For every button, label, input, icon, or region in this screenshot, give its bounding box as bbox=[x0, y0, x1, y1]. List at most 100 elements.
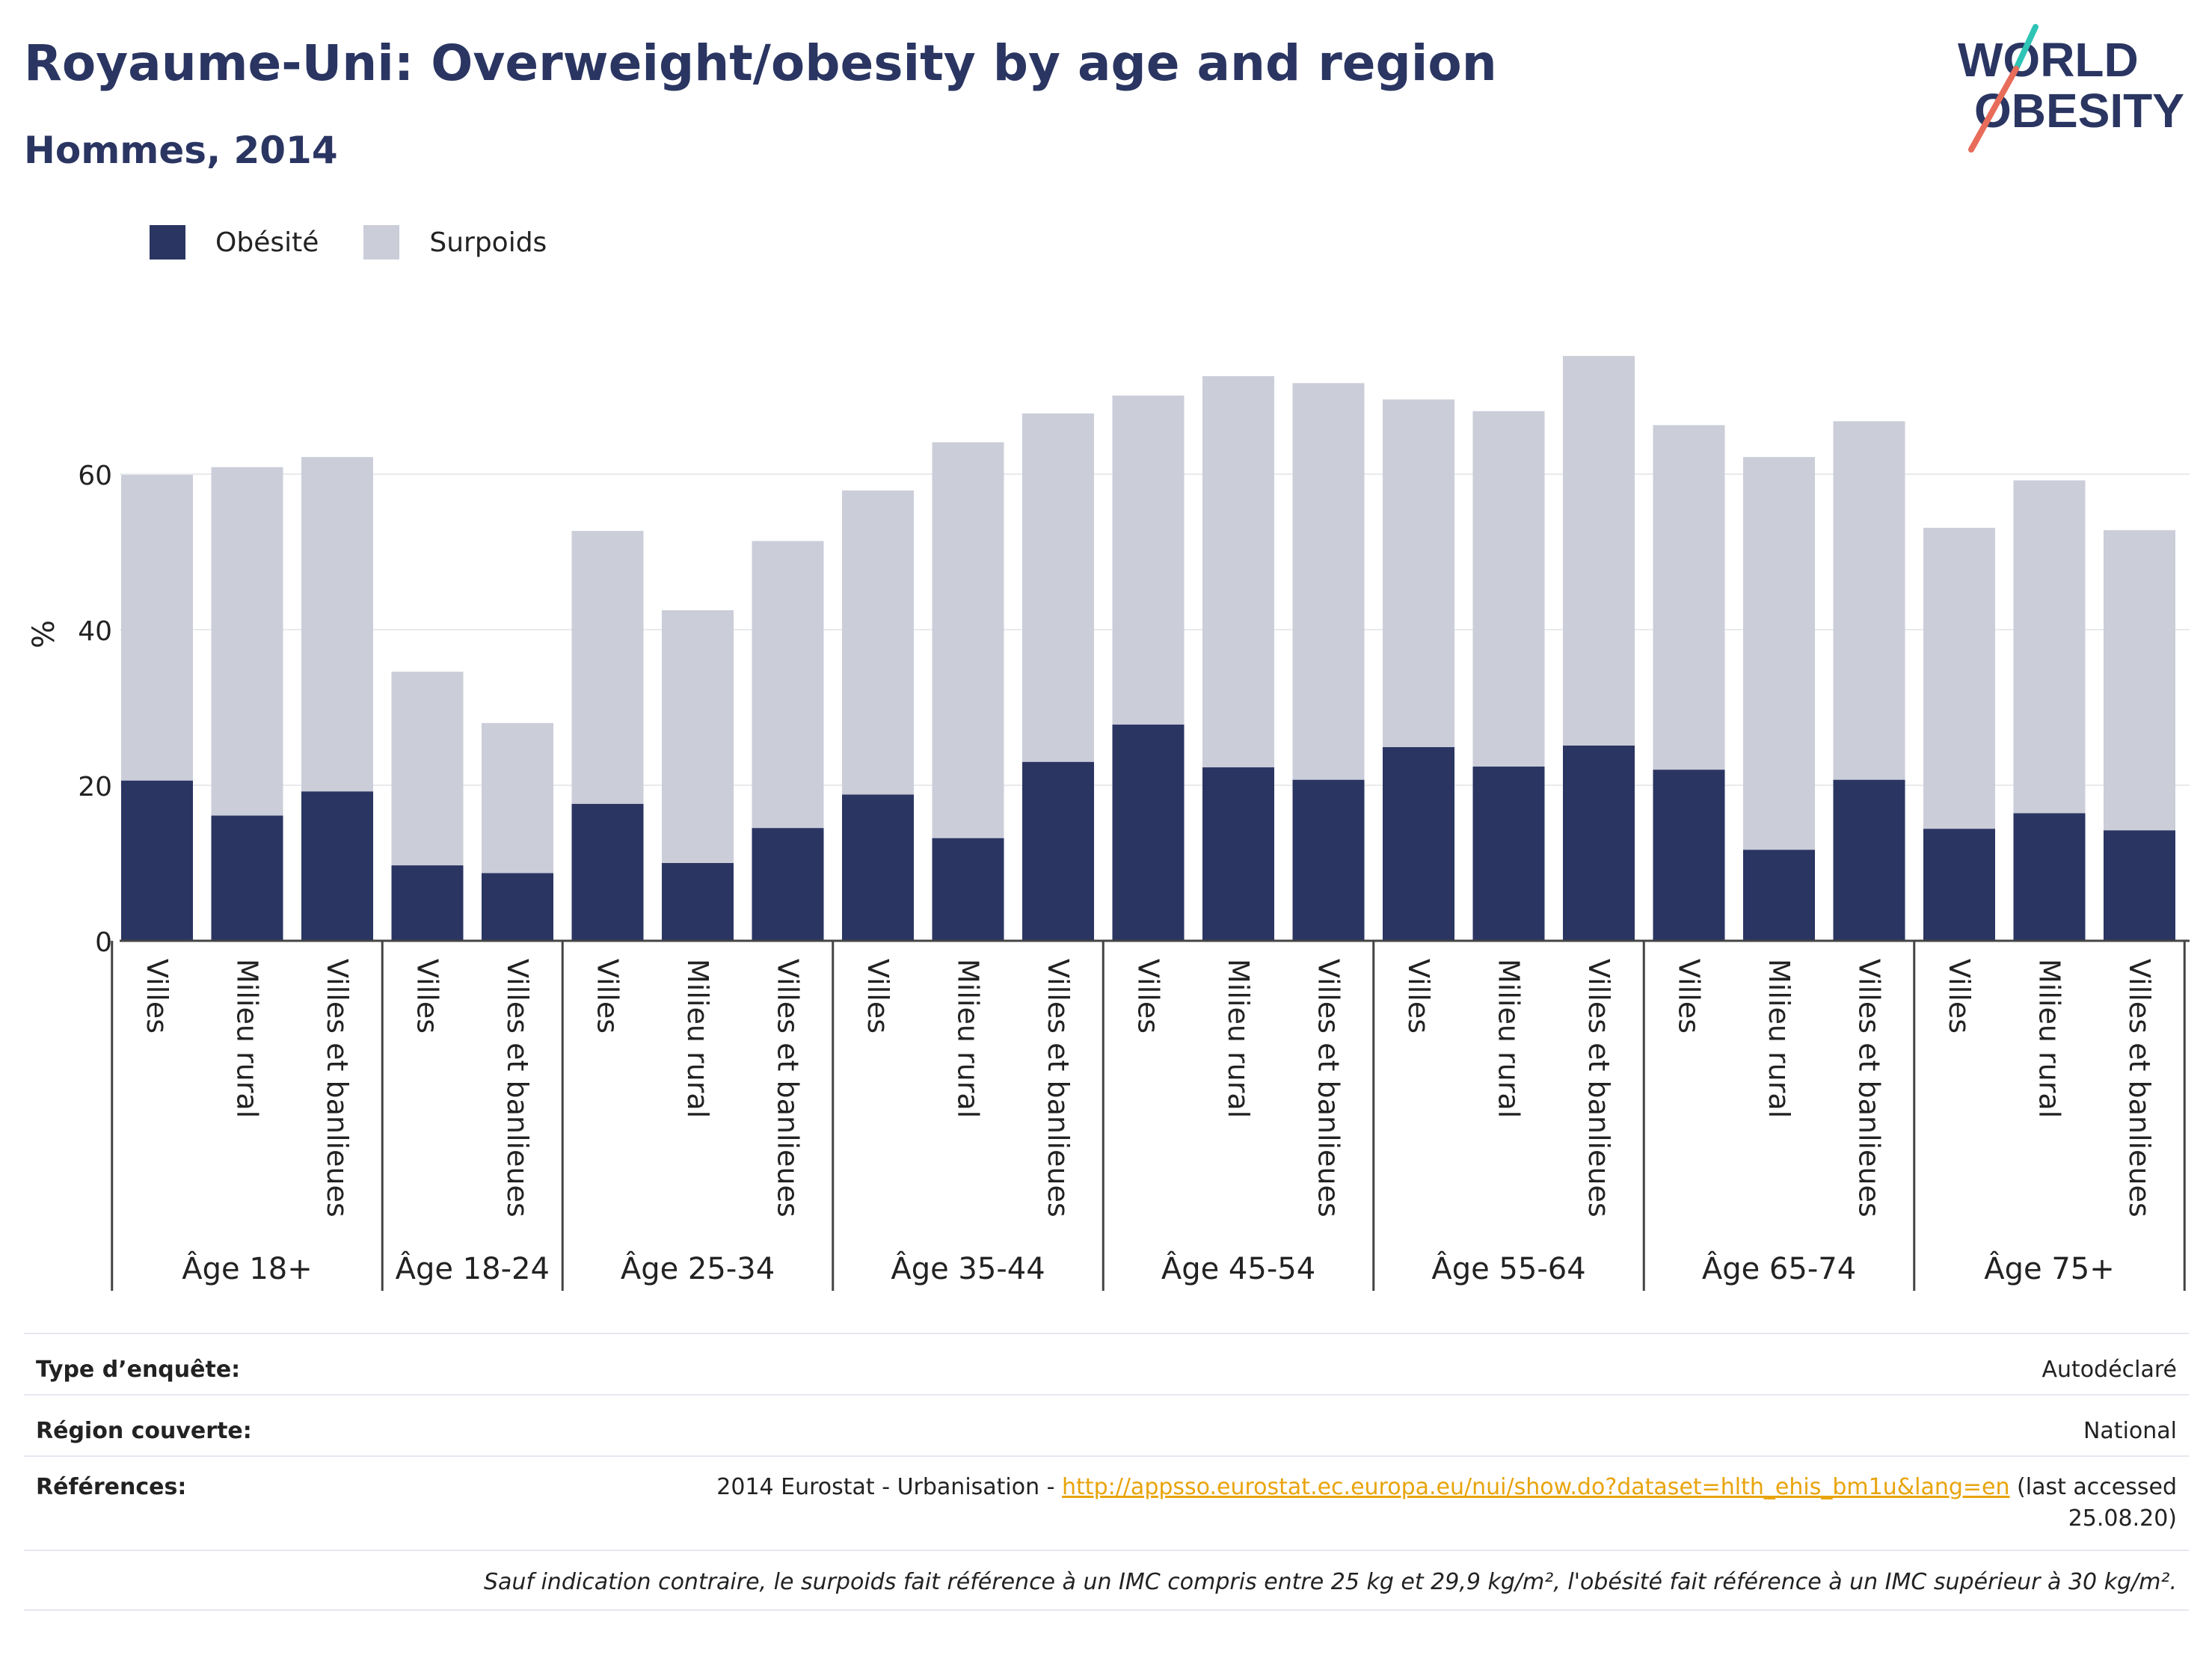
bar-overweight bbox=[1292, 383, 1365, 780]
x-category-label: Villes et banlieues bbox=[321, 959, 354, 1218]
references-label: Références: bbox=[36, 1474, 187, 1500]
legend-item-obesity: Obésité bbox=[150, 225, 319, 260]
bar-obesity bbox=[121, 780, 193, 941]
y-tick-label: 40 bbox=[78, 616, 112, 647]
bar-overweight bbox=[211, 467, 283, 816]
x-category-label: Villes et banlieues bbox=[772, 959, 805, 1218]
bar-obesity bbox=[301, 791, 373, 941]
bar-overweight bbox=[301, 457, 373, 792]
x-category-label: Villes bbox=[861, 959, 894, 1034]
bar-obesity bbox=[571, 803, 644, 941]
bar-obesity bbox=[752, 828, 824, 941]
bar-obesity bbox=[1653, 770, 1725, 941]
bar-obesity bbox=[1472, 767, 1545, 941]
bar-overweight bbox=[1202, 375, 1274, 768]
world-obesity-logo: WORLD OBESITY bbox=[1958, 24, 2184, 153]
x-group-label: Âge 35-44 bbox=[891, 1250, 1045, 1286]
legend-label-obesity: Obésité bbox=[215, 227, 319, 258]
x-category-label: Villes et banlieues bbox=[1853, 959, 1886, 1218]
bar-obesity bbox=[662, 863, 734, 941]
bar-obesity bbox=[932, 838, 1004, 941]
footnote-text: Sauf indication contraire, le surpoids f… bbox=[483, 1569, 2177, 1595]
bar-overweight bbox=[1383, 399, 1454, 748]
bar-overweight bbox=[1833, 421, 1905, 780]
x-category-label: Villes bbox=[1673, 959, 1706, 1034]
x-category-label: Milieu rural bbox=[1222, 959, 1255, 1118]
bar-obesity bbox=[1022, 761, 1094, 941]
x-group-label: Âge 25-34 bbox=[621, 1250, 775, 1286]
bar-obesity bbox=[1383, 747, 1454, 941]
survey-type-label: Type d’enquête: bbox=[36, 1357, 241, 1383]
bar-chart: 0 20 40 60% Villes Milieu rural Villes et banl… bbox=[27, 355, 2190, 1291]
bar-overweight bbox=[2013, 480, 2086, 814]
x-group-label: Âge 18+ bbox=[182, 1250, 313, 1286]
bar-obesity bbox=[1292, 779, 1365, 941]
info-row-references: Références: 2014 Eurostat - Urbanisation… bbox=[24, 1455, 2189, 1550]
references-value: 2014 Eurostat - Urbanisation - http://ap… bbox=[716, 1472, 2177, 1535]
bar-obesity bbox=[1112, 724, 1185, 941]
bar-overweight bbox=[2104, 529, 2175, 831]
x-category-label: Villes bbox=[411, 959, 444, 1034]
bar-obesity bbox=[2104, 830, 2175, 941]
x-category-label: Milieu rural bbox=[681, 959, 714, 1118]
chart-subtitle: Hommes, 2014 bbox=[24, 129, 338, 172]
bar-obesity bbox=[211, 815, 283, 941]
bar-overweight bbox=[1112, 395, 1185, 725]
bar-overweight bbox=[571, 530, 644, 804]
bar-obesity bbox=[1923, 829, 1995, 941]
logo-text-world: WORLD bbox=[1958, 33, 2139, 87]
logo-slash-coral bbox=[1968, 66, 2019, 153]
info-row-region: Région couverte: National bbox=[24, 1394, 2189, 1455]
x-category-label: Milieu rural bbox=[1493, 959, 1526, 1118]
references-prefix: 2014 Eurostat - Urbanisation - bbox=[716, 1474, 1063, 1500]
references-date: 25.08.20) bbox=[2068, 1505, 2177, 1532]
bar-overweight bbox=[1022, 413, 1094, 762]
region-label: Région couverte: bbox=[36, 1418, 252, 1444]
x-category-label: Villes et banlieues bbox=[1042, 959, 1075, 1218]
bar-overweight bbox=[842, 490, 914, 795]
x-category-label: Villes et banlieues bbox=[501, 959, 534, 1218]
logo-text-obesity: OBESITY bbox=[1974, 84, 2184, 138]
bar-overweight bbox=[1653, 425, 1725, 770]
survey-type-value: Autodéclaré bbox=[2042, 1357, 2178, 1383]
region-value: National bbox=[2083, 1418, 2177, 1444]
y-tick-label: 20 bbox=[78, 772, 112, 802]
x-group-label: Âge 65-74 bbox=[1702, 1250, 1856, 1286]
bar-overweight bbox=[391, 672, 464, 866]
references-suffix: (last accessed bbox=[2009, 1474, 2177, 1500]
info-table: Type d’enquête: Autodéclaré Région couve… bbox=[24, 1333, 2189, 1611]
x-category-label: Milieu rural bbox=[231, 959, 264, 1118]
bar-overweight bbox=[752, 541, 824, 829]
logo-slash-teal bbox=[2013, 24, 2039, 72]
references-link[interactable]: http://appsso.eurostat.ec.europa.eu/nui/… bbox=[1062, 1474, 2010, 1500]
bar-overweight bbox=[1743, 457, 1815, 850]
x-group-label: Âge 55-64 bbox=[1431, 1250, 1585, 1286]
bar-obesity bbox=[1833, 779, 1905, 941]
legend-swatch-overweight bbox=[363, 225, 400, 260]
bar-overweight bbox=[1563, 355, 1635, 746]
x-category-label: Villes bbox=[1943, 959, 1976, 1034]
x-category-label: Villes bbox=[592, 959, 624, 1034]
legend-label-overweight: Surpoids bbox=[429, 227, 547, 258]
chart-title: Royaume-Uni: Overweight/obesity by age a… bbox=[24, 34, 1497, 92]
legend-swatch-obesity bbox=[150, 225, 185, 260]
info-row-survey-type: Type d’enquête: Autodéclaré bbox=[24, 1333, 2189, 1394]
bar-overweight bbox=[1923, 527, 1995, 829]
legend-item-overweight: Surpoids bbox=[363, 225, 547, 260]
x-category-label: Villes et banlieues bbox=[1582, 959, 1615, 1218]
y-axis-label: % bbox=[27, 620, 61, 648]
x-group-label: Âge 75+ bbox=[1984, 1250, 2115, 1286]
bar-overweight bbox=[1472, 411, 1545, 767]
x-category-label: Villes bbox=[1402, 959, 1435, 1034]
bar-overweight bbox=[482, 722, 553, 873]
bar-overweight bbox=[121, 475, 193, 781]
x-category-label: Milieu rural bbox=[952, 959, 985, 1118]
bar-obesity bbox=[1563, 745, 1635, 941]
bar-obesity bbox=[482, 873, 553, 941]
x-category-label: Milieu rural bbox=[1763, 959, 1795, 1118]
x-category-label: Villes et banlieues bbox=[2123, 959, 2156, 1218]
bar-obesity bbox=[1202, 767, 1274, 941]
bar-obesity bbox=[842, 794, 914, 941]
x-group-label: Âge 18-24 bbox=[396, 1250, 550, 1286]
bar-overweight bbox=[662, 610, 734, 863]
